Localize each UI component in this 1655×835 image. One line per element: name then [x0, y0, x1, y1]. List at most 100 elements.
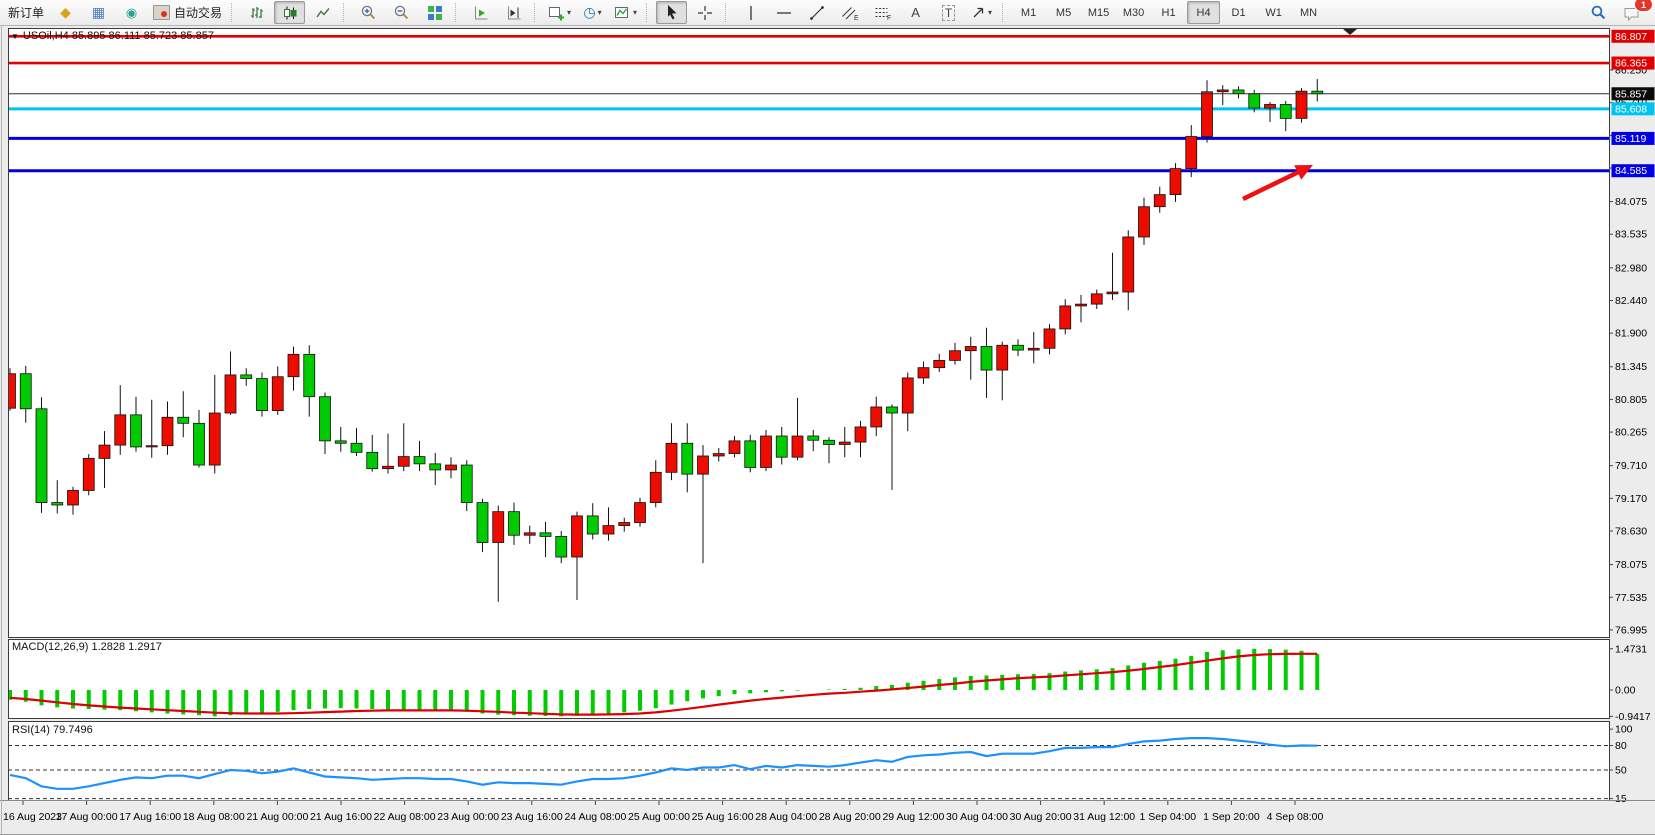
indicators-menu-button[interactable]: ▾: [610, 1, 641, 24]
candlestick-icon: [283, 6, 297, 19]
profile-diamond-icon: ◆: [60, 4, 71, 20]
timeframe-m30-button[interactable]: M30: [1122, 6, 1145, 19]
svg-text:80: 80: [1615, 740, 1627, 752]
macd-indicator-label: MACD(12,26,9) 1.2828 1.2917: [12, 641, 162, 653]
bar-chart-button[interactable]: [241, 1, 272, 24]
svg-text:30 Aug 20:00: 30 Aug 20:00: [1010, 811, 1072, 823]
timeframe-d1-button[interactable]: D1: [1231, 6, 1246, 19]
timeframe-m1-button[interactable]: M1: [1020, 6, 1037, 19]
timeframe-m5-button[interactable]: M5: [1055, 6, 1072, 19]
clock-icon: ◷: [583, 4, 596, 20]
shapes-arrow-icon: [973, 7, 984, 18]
trendline-icon: [809, 5, 824, 20]
svg-text:1.4731: 1.4731: [1615, 643, 1647, 655]
svg-text:25 Aug 00:00: 25 Aug 00:00: [628, 811, 690, 823]
signal-icon: ◉: [125, 4, 138, 20]
tile-windows-button[interactable]: [419, 1, 450, 24]
zoom-in-button[interactable]: [353, 1, 384, 24]
rsi-panel: [8, 736, 1609, 800]
zoom-out-icon: [394, 5, 409, 20]
trendline-tool-button[interactable]: [801, 1, 832, 24]
channel-tool-button[interactable]: E: [834, 1, 865, 24]
timeframe-mn-button[interactable]: MN: [1300, 6, 1318, 19]
svg-text:17 Aug 00:00: 17 Aug 00:00: [56, 811, 118, 823]
auto-scroll-button[interactable]: [465, 1, 496, 24]
timeframe-h1-button[interactable]: H1: [1161, 6, 1176, 19]
text-tool-icon: A: [911, 5, 920, 20]
cursor-tool-button[interactable]: [656, 1, 688, 24]
text-tool-button[interactable]: A: [900, 1, 931, 24]
svg-text:28 Aug 20:00: 28 Aug 20:00: [819, 811, 881, 823]
autotrade-label: 自动交易: [174, 6, 223, 20]
shapes-tool-button[interactable]: ▾: [966, 1, 997, 24]
toolbar-separator: [231, 3, 237, 22]
svg-text:28 Aug 04:00: 28 Aug 04:00: [755, 811, 817, 823]
main-panel: [8, 34, 1609, 602]
toolbar-separator: [455, 3, 461, 22]
svg-text:83.535: 83.535: [1615, 229, 1647, 241]
new-chart-window-button[interactable]: ▦: [83, 1, 114, 24]
toolbar-separator: [1002, 3, 1008, 22]
new-order-button[interactable]: 新订单: [4, 1, 48, 24]
svg-text:78.075: 78.075: [1615, 559, 1647, 571]
rsi-indicator-label: RSI(14) 79.7496: [12, 724, 93, 736]
svg-text:86.807: 86.807: [1615, 31, 1647, 43]
macd-signal-line: [9, 652, 1318, 716]
crosshair-tool-button[interactable]: [689, 1, 720, 24]
price-badge: [1611, 87, 1655, 101]
fibonacci-glyph: F: [887, 15, 891, 21]
svg-text:1 Sep 20:00: 1 Sep 20:00: [1203, 811, 1260, 823]
fibonacci-tool-button[interactable]: F: [867, 1, 898, 24]
collapse-triangle-icon: ▼: [11, 31, 19, 41]
timeframe-w1-button[interactable]: W1: [1265, 6, 1282, 19]
new-order-label: 新订单: [8, 6, 45, 20]
svg-text:21 Aug 00:00: 21 Aug 00:00: [246, 811, 308, 823]
signals-button[interactable]: ◉: [116, 1, 147, 24]
chart-shift-button[interactable]: [498, 1, 529, 24]
svg-text:31 Aug 12:00: 31 Aug 12:00: [1073, 811, 1135, 823]
timeframes-menu-button[interactable]: ◷ ▾: [577, 1, 608, 24]
svg-text:78.630: 78.630: [1615, 526, 1647, 538]
chart-canvas[interactable]: 86.25085.71085.17084.63084.07583.53582.9…: [0, 26, 1655, 835]
label-tool-icon: T: [941, 4, 956, 21]
chart-shift-marker: [1343, 29, 1357, 35]
svg-text:85.608: 85.608: [1615, 103, 1647, 115]
profile-button[interactable]: ◆: [50, 1, 81, 24]
search-button[interactable]: [1583, 1, 1614, 24]
svg-text:1 Sep 04:00: 1 Sep 04:00: [1139, 811, 1196, 823]
chat-button[interactable]: 1: [1616, 0, 1653, 24]
vertical-line-tool-button[interactable]: [735, 1, 766, 24]
horizontal-line-tool-button[interactable]: [768, 1, 799, 24]
zoom-out-button[interactable]: [386, 1, 417, 24]
price-badge: [1611, 56, 1655, 70]
new-chart-button[interactable]: ▾: [544, 1, 575, 24]
autotrade-button[interactable]: 自动交易: [149, 1, 226, 24]
auto-scroll-icon: [474, 6, 488, 19]
timeframe-m15-button[interactable]: M15: [1087, 6, 1110, 19]
crosshair-icon: [697, 5, 712, 20]
candlestick-chart-button[interactable]: [274, 1, 306, 24]
svg-text:85.119: 85.119: [1615, 133, 1646, 145]
chart-title: ▼ USOil,H4 85.895 86.111 85.723 85.857: [11, 30, 214, 42]
price-badge: [1611, 29, 1655, 43]
price-badge: [1611, 164, 1655, 178]
price-badge: [1611, 131, 1655, 145]
svg-text:25 Aug 16:00: 25 Aug 16:00: [692, 811, 754, 823]
svg-text:-0.9417: -0.9417: [1615, 711, 1651, 723]
label-tool-button[interactable]: T: [933, 1, 964, 24]
svg-text:80.265: 80.265: [1615, 427, 1647, 439]
arrow-annotation-head: [1294, 165, 1313, 180]
svg-text:80.805: 80.805: [1615, 394, 1647, 406]
line-chart-button[interactable]: [307, 1, 338, 24]
candles-layer: [8, 79, 1324, 602]
svg-text:50: 50: [1615, 765, 1627, 777]
svg-text:82.980: 82.980: [1615, 262, 1647, 274]
toolbar-separator: [725, 3, 731, 22]
zoom-in-icon: [361, 5, 376, 20]
timeframe-h4-button[interactable]: H4: [1187, 1, 1221, 24]
svg-text:30 Aug 04:00: 30 Aug 04:00: [946, 811, 1008, 823]
svg-text:84.075: 84.075: [1615, 196, 1647, 208]
price-badge: [1611, 102, 1655, 116]
notification-badge: 1: [1634, 0, 1653, 12]
